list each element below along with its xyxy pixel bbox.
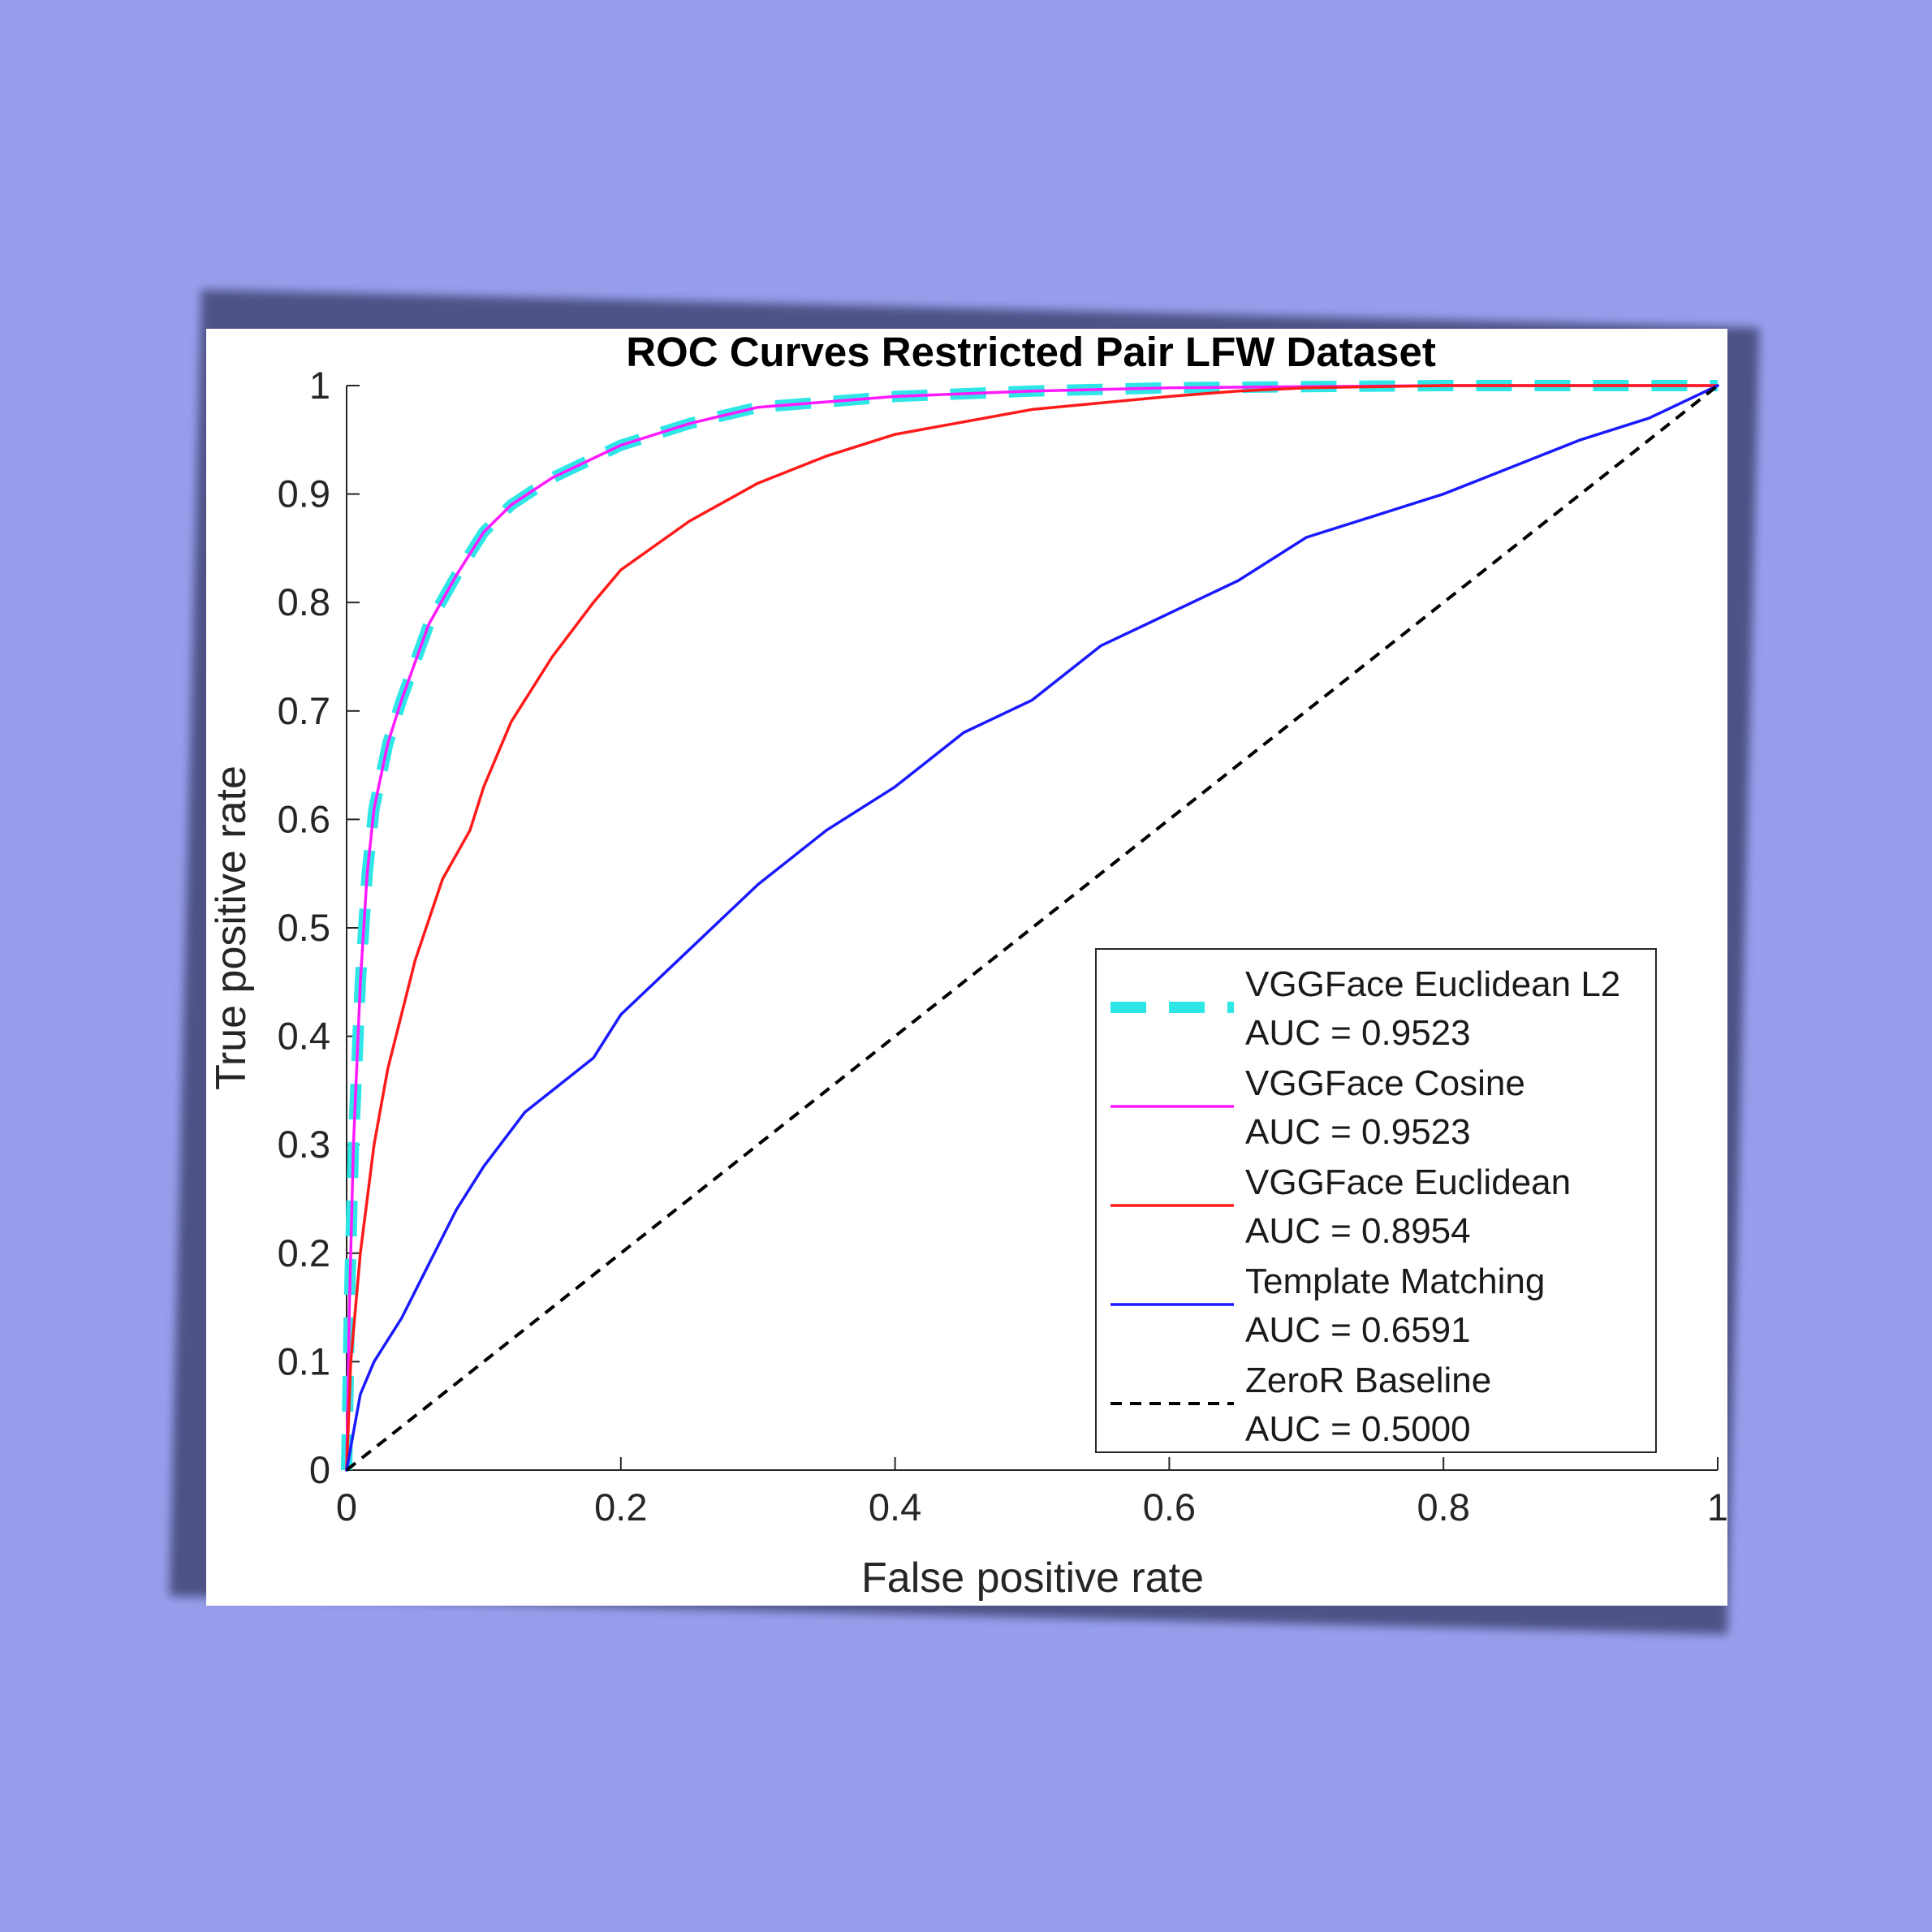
x-tick-label: 0.4 [869,1486,921,1529]
legend-box [1095,948,1657,1453]
series-line-4 [345,384,1719,1472]
legend: VGGFace Euclidean L2 AUC = 0.9523 VGGFace … [1095,948,1657,1453]
x-tick-label: 1 [1707,1486,1727,1529]
y-tick-label: 0 [309,1448,330,1491]
x-axis-label: False positive rate [861,1555,1204,1602]
y-axis-label: True positive rate [208,765,255,1090]
y-tick-label: 0.1 [278,1339,330,1382]
y-tick-label: 0.3 [278,1123,330,1166]
legend-name-5: ZeroR Baseline [1245,1361,1491,1400]
legend-name-4: Template Matching [1245,1261,1545,1301]
y-tick-label: 0.8 [278,580,330,623]
y-tick-label: 0.6 [278,797,330,840]
y-tick-label: 0.9 [278,472,330,515]
x-tick-label: 0.8 [1417,1486,1470,1529]
x-tick-label: 0.6 [1143,1486,1196,1529]
legend-name-2: VGGFace Cosine [1245,1063,1525,1103]
series-line-3 [345,384,1719,1472]
legend-auc-5: AUC = 0.5000 [1245,1409,1471,1449]
legend-auc-2: AUC = 0.9523 [1245,1112,1471,1152]
y-tick-label: 0.4 [278,1015,330,1058]
plot-area: 0 0.1 0.2 0.3 0.4 0.5 0.6 0.7 0.8 0.9 1 0 0.2 0.4 0.6 0… [278,364,1727,1529]
y-tick-label: 0.2 [278,1231,330,1274]
chart-title: ROC Curves Restricted Pair LFW Dataset [626,329,1436,375]
legend-name-1: VGGFace Euclidean L2 [1245,964,1620,1004]
legend-auc-3: AUC = 0.8954 [1245,1211,1471,1251]
legend-auc-1: AUC = 0.9523 [1245,1013,1471,1053]
roc-chart: ROC Curves Restricted Pair LFW Dataset 0… [208,329,1727,1602]
series-line-2 [345,384,1719,1472]
x-tick-label: 0 [336,1486,357,1529]
x-tick-label: 0.2 [594,1486,647,1529]
y-tick-label: 0.5 [278,906,330,949]
legend-name-3: VGGFace Euclidean [1245,1162,1571,1202]
legend-auc-4: AUC = 0.6591 [1245,1310,1471,1350]
figure-card: ROC Curves Restricted Pair LFW Dataset 0… [206,329,1727,1606]
y-tick-label: 1 [309,364,330,407]
y-tick-label: 0.7 [278,689,330,732]
